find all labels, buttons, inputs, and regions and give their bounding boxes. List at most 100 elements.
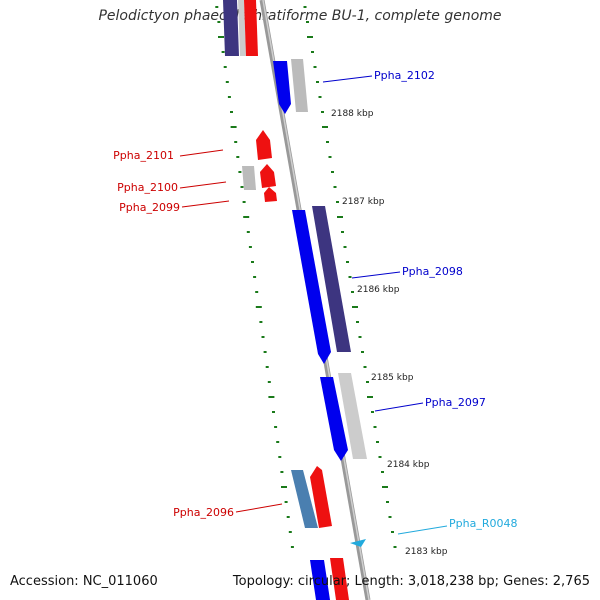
outer-track-tick: [366, 381, 369, 383]
inner-track-tick: [255, 306, 262, 308]
gene-ppha-2100-pseudo[interactable]: [242, 166, 256, 190]
leader-line-ppha-2098: [351, 271, 401, 279]
gene-label-ppha-2099[interactable]: Ppha_2099: [119, 201, 180, 214]
inner-track-tick: [246, 231, 250, 233]
outer-track-tick: [378, 456, 382, 458]
inner-track-tick: [274, 426, 278, 428]
outer-track-tick: [306, 21, 309, 23]
outer-track-tick: [367, 396, 373, 398]
gene-block-top-red[interactable]: [244, 0, 258, 56]
outer-track-tick: [373, 426, 377, 428]
outer-track-tick: [351, 291, 354, 293]
kbp-label-2188: 2188 kbp: [331, 109, 374, 119]
leader-line-ppha-2101: [179, 149, 224, 157]
leader-line-ppha-2097: [374, 402, 424, 412]
leader-line-ppha-2100: [179, 181, 227, 189]
leader-line-ppha-2096: [235, 503, 283, 513]
outer-track-tick: [322, 126, 328, 128]
gene-block-top-gray[interactable]: [238, 0, 246, 56]
inner-track-tick: [267, 381, 271, 383]
gene-ppha-2098-darkblue[interactable]: [312, 206, 351, 352]
outer-track-tick: [336, 201, 339, 203]
gene-ppha-2101-arrow[interactable]: [256, 130, 272, 160]
gene-ppha-2096-arrow[interactable]: [310, 466, 332, 528]
kbp-label-2187: 2187 kbp: [342, 197, 385, 207]
genome-summary-text: Topology: circular; Length: 3,018,238 bp…: [232, 574, 590, 589]
outer-track-tick: [363, 366, 367, 368]
outer-track-tick: [391, 531, 394, 533]
gene-ppha-2102-arrow[interactable]: [273, 61, 291, 114]
gene-ppha-2102-pseudo[interactable]: [291, 59, 308, 112]
gene-block-bottom-blue[interactable]: [310, 560, 330, 600]
inner-track-tick: [281, 486, 287, 488]
outer-track-tick: [382, 486, 388, 488]
outer-track-tick: [393, 546, 397, 548]
outer-track-tick: [321, 111, 324, 113]
inner-track-tick: [234, 141, 238, 143]
outer-track-tick: [328, 156, 332, 158]
gene-block-top-darkblue[interactable]: [223, 0, 239, 56]
inner-track-tick: [272, 411, 275, 413]
inner-track-tick: [290, 546, 294, 548]
kbp-label-2183: 2183 kbp: [405, 547, 448, 557]
kbp-label-2185: 2185 kbp: [371, 373, 414, 383]
accession-text: Accession: NC_011060: [10, 574, 158, 589]
gene-ppha-r0048-rna[interactable]: [350, 539, 366, 547]
outer-track-tick: [316, 81, 319, 83]
gene-label-ppha-2102[interactable]: Ppha_2102: [374, 69, 435, 82]
outer-track-tick: [386, 501, 389, 503]
outer-track-tick: [326, 141, 329, 143]
inner-track-tick: [230, 126, 237, 128]
inner-track-tick: [223, 66, 227, 68]
tick-track: [215, 6, 397, 548]
inner-track-tick: [259, 321, 263, 323]
leader-line-ppha-2099: [181, 200, 230, 208]
outer-track-tick: [311, 51, 314, 53]
inner-track-tick: [240, 186, 244, 188]
gene-ppha-2097-pseudo[interactable]: [338, 373, 367, 459]
kbp-label-2184: 2184 kbp: [387, 460, 430, 470]
inner-track-tick: [268, 396, 275, 398]
gene-ppha-2099-arrow[interactable]: [264, 187, 277, 202]
inner-track-tick: [243, 216, 250, 218]
outer-track-tick: [331, 171, 334, 173]
gene-ppha-2100-arrow[interactable]: [260, 164, 276, 188]
outer-track-tick: [376, 441, 379, 443]
gene-ppha-2098-arrow[interactable]: [292, 210, 331, 364]
outer-track-tick: [346, 261, 349, 263]
inner-track-tick: [261, 336, 265, 338]
inner-track-tick: [218, 36, 224, 38]
outer-track-tick: [358, 336, 362, 338]
gene-label-ppha-2101[interactable]: Ppha_2101: [113, 149, 174, 162]
leader-line-ppha-r0048: [397, 525, 448, 535]
outer-track-tick: [303, 6, 307, 8]
inner-track-tick: [288, 531, 292, 533]
gene-block-bottom-red[interactable]: [330, 558, 349, 600]
inner-track-tick: [236, 156, 240, 158]
gene-label-ppha-2098[interactable]: Ppha_2098: [402, 265, 463, 278]
gene-ppha-2096-steelblue[interactable]: [291, 470, 318, 528]
outer-track-tick: [371, 411, 374, 413]
gene-label-ppha-r0048[interactable]: Ppha_R0048: [449, 517, 517, 530]
inner-track-tick: [227, 96, 231, 98]
outer-track-tick: [333, 186, 337, 188]
kbp-label-2186: 2186 kbp: [357, 285, 400, 295]
inner-track-tick: [253, 276, 257, 278]
outer-track-tick: [313, 66, 317, 68]
gene-ppha-2097-arrow[interactable]: [320, 377, 348, 461]
outer-track-tick: [307, 36, 313, 38]
outer-track-tick: [343, 246, 347, 248]
inner-track-tick: [221, 51, 225, 53]
genome-title: Pelodictyon phaeoclathratiforme BU-1, co…: [98, 8, 502, 24]
inner-track-tick: [284, 501, 288, 503]
gene-label-ppha-2096[interactable]: Ppha_2096: [173, 506, 234, 519]
gene-label-ppha-2100[interactable]: Ppha_2100: [117, 181, 178, 194]
inner-track-tick: [278, 456, 282, 458]
gene-label-ppha-2097[interactable]: Ppha_2097: [425, 396, 486, 409]
outer-track-tick: [361, 351, 364, 353]
inner-track-tick: [286, 516, 290, 518]
inner-track-tick: [276, 441, 280, 443]
inner-track-tick: [242, 201, 246, 203]
